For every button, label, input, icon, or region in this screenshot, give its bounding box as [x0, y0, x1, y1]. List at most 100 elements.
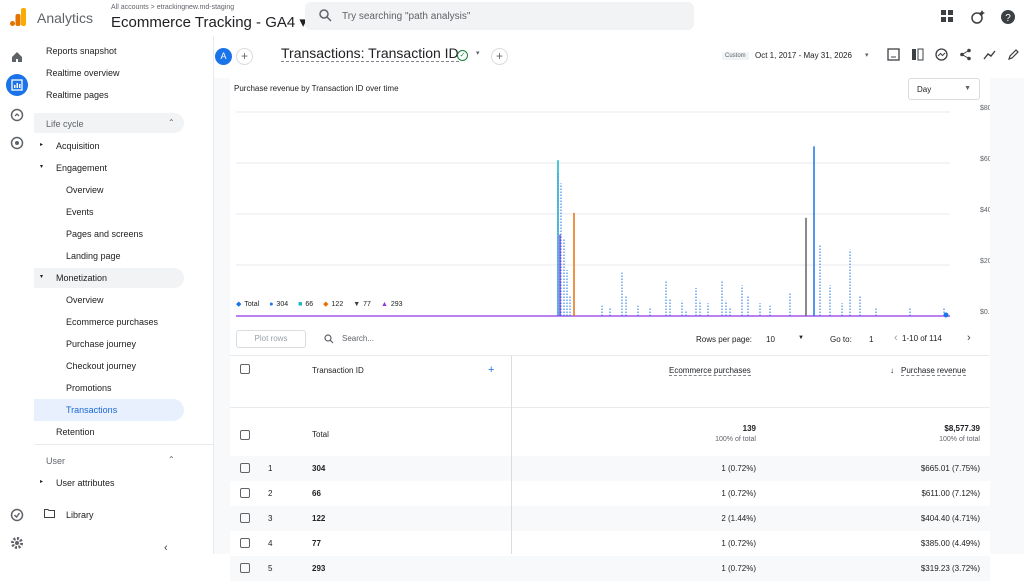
- trend-sparkle-icon[interactable]: [983, 48, 997, 62]
- legend-item[interactable]: ◆ 122: [323, 300, 343, 309]
- insights-icon[interactable]: [970, 9, 986, 25]
- nav-purchase-journey[interactable]: Purchase journey: [66, 339, 137, 349]
- advertising-icon[interactable]: [8, 134, 26, 152]
- nav-monetization[interactable]: Monetization: [56, 273, 108, 283]
- table-row[interactable]: 1 304 1 (0.72%) $665.01 (7.75%): [230, 456, 990, 481]
- left-rail: [0, 36, 34, 554]
- col-purchase-revenue[interactable]: Purchase revenue: [901, 366, 966, 376]
- property-selector[interactable]: Ecommerce Tracking - GA4 ▾: [111, 14, 307, 31]
- nav-transactions[interactable]: Transactions: [66, 405, 118, 415]
- goto-input[interactable]: 1: [869, 335, 874, 344]
- title-dropdown-icon[interactable]: ▾: [476, 50, 480, 57]
- nav-realtime-overview[interactable]: Realtime overview: [46, 68, 120, 78]
- share-icon[interactable]: [959, 48, 973, 62]
- settings-gear-icon[interactable]: [8, 534, 26, 552]
- legend-item[interactable]: ▲ 293: [381, 300, 403, 308]
- row-number: 5: [268, 564, 273, 573]
- account-breadcrumb[interactable]: All accounts > etrackingnew.md-staging: [111, 4, 235, 11]
- legend-marker-icon: ■: [298, 300, 303, 308]
- customize-report-icon[interactable]: [887, 48, 901, 62]
- row-number: 3: [268, 514, 273, 523]
- row-revenue: $665.01 (7.75%): [920, 464, 980, 473]
- nav-reports-snapshot[interactable]: Reports snapshot: [46, 46, 117, 56]
- date-range[interactable]: Oct 1, 2017 - May 31, 2026: [755, 51, 852, 60]
- next-page-icon[interactable]: ›: [967, 332, 971, 344]
- table-row[interactable]: 4 77 1 (0.72%) $385.00 (4.49%): [230, 531, 990, 556]
- granularity-value: Day: [917, 85, 932, 94]
- collapse-arrow-icon[interactable]: ▾: [40, 164, 44, 170]
- row-purchases: 1 (0.72%): [721, 489, 756, 498]
- add-column-plus-icon[interactable]: +: [488, 364, 495, 376]
- expand-arrow-icon[interactable]: ▸: [40, 479, 44, 485]
- nav-ecommerce-purchases[interactable]: Ecommerce purchases: [66, 317, 159, 327]
- row-checkbox[interactable]: [240, 463, 250, 473]
- legend-item[interactable]: ◆ Total: [236, 300, 259, 309]
- table-row[interactable]: 2 66 1 (0.72%) $611.00 (7.12%): [230, 481, 990, 506]
- add-comparison-button[interactable]: +: [236, 48, 253, 65]
- row-checkbox[interactable]: [240, 513, 250, 523]
- granularity-select[interactable]: Day ▼: [908, 78, 980, 100]
- col-transaction-id[interactable]: Transaction ID: [312, 366, 364, 375]
- nav-realtime-pages[interactable]: Realtime pages: [46, 90, 109, 100]
- chevron-up-icon[interactable]: ⌃: [168, 118, 175, 127]
- sort-desc-arrow-icon[interactable]: ↓: [890, 366, 894, 375]
- row-checkbox[interactable]: [240, 488, 250, 498]
- revenue-chart[interactable]: $800.00$600.00$400.00$200.00$0.000101010…: [230, 100, 990, 320]
- comparison-avatar[interactable]: A: [215, 48, 232, 65]
- nav-engagement-overview[interactable]: Overview: [66, 185, 104, 195]
- legend-marker-icon: ◆: [236, 301, 242, 308]
- lifecycle-section-header[interactable]: [34, 113, 184, 133]
- search-bar[interactable]: Try searching "path analysis": [305, 2, 694, 30]
- nav-monetization-overview[interactable]: Overview: [66, 295, 104, 305]
- nav-landing-page[interactable]: Landing page: [66, 251, 121, 261]
- expand-arrow-icon[interactable]: ▸: [40, 142, 44, 148]
- row-transaction-id: 77: [312, 539, 321, 548]
- collapse-arrow-icon[interactable]: ▾: [40, 274, 44, 280]
- nav-library[interactable]: Library: [66, 510, 94, 520]
- table-header: Transaction ID + Ecommerce purchases ↓ P…: [230, 356, 990, 408]
- chevron-down-icon[interactable]: ▼: [798, 335, 804, 341]
- report-title[interactable]: Transactions: Transaction ID: [281, 45, 459, 62]
- nav-engagement[interactable]: Engagement: [56, 163, 108, 173]
- row-revenue: $404.40 (4.71%): [920, 514, 980, 523]
- prev-page-icon[interactable]: ‹: [894, 332, 898, 344]
- edit-pencil-icon[interactable]: [1007, 48, 1021, 62]
- explore-icon[interactable]: [8, 106, 26, 124]
- analytics-logo[interactable]: [10, 8, 26, 26]
- admin-check-icon[interactable]: [8, 506, 26, 524]
- nav-retention[interactable]: Retention: [56, 427, 95, 437]
- chevron-up-icon[interactable]: ⌃: [168, 455, 175, 464]
- total-row-checkbox[interactable]: [240, 430, 250, 440]
- reports-icon[interactable]: [6, 74, 28, 96]
- row-checkbox[interactable]: [240, 563, 250, 573]
- table-row[interactable]: 5 293 1 (0.72%) $319.23 (3.72%): [230, 556, 990, 581]
- chart-card: Purchase revenue by Transaction ID over …: [230, 78, 990, 354]
- rows-per-page-select[interactable]: 10: [766, 335, 775, 344]
- total-purchases: 139: [742, 424, 756, 433]
- table-row[interactable]: 3 122 2 (1.44%) $404.40 (4.71%): [230, 506, 990, 531]
- compare-columns-icon[interactable]: [911, 48, 925, 62]
- select-all-checkbox[interactable]: [240, 364, 250, 374]
- nav-selected-bg: [34, 399, 184, 421]
- help-icon[interactable]: ?: [1000, 9, 1016, 25]
- legend-item[interactable]: ■ 66: [298, 300, 313, 308]
- add-dimension-button[interactable]: +: [491, 48, 508, 65]
- legend-item[interactable]: ▼ 77: [353, 300, 371, 308]
- nav-pages-and-screens[interactable]: Pages and screens: [66, 229, 144, 239]
- apps-grid-icon[interactable]: [940, 9, 956, 25]
- row-checkbox[interactable]: [240, 538, 250, 548]
- col-ecommerce-purchases[interactable]: Ecommerce purchases: [669, 366, 751, 376]
- date-dropdown-icon[interactable]: ▾: [865, 52, 869, 59]
- nav-acquisition[interactable]: Acquisition: [56, 141, 100, 151]
- nav-user-attributes[interactable]: User attributes: [56, 478, 115, 488]
- legend-item[interactable]: ● 304: [269, 300, 288, 308]
- goto-label: Go to:: [830, 335, 852, 344]
- nav-checkout-journey[interactable]: Checkout journey: [66, 361, 137, 371]
- home-icon[interactable]: [8, 48, 26, 66]
- column-divider: [511, 356, 512, 554]
- collapse-nav-chevron-icon[interactable]: ‹: [164, 542, 168, 554]
- nav-promotions[interactable]: Promotions: [66, 383, 112, 393]
- nav-events[interactable]: Events: [66, 207, 94, 217]
- plot-rows-button[interactable]: Plot rows: [236, 330, 306, 348]
- insights-chart-icon[interactable]: [935, 48, 949, 62]
